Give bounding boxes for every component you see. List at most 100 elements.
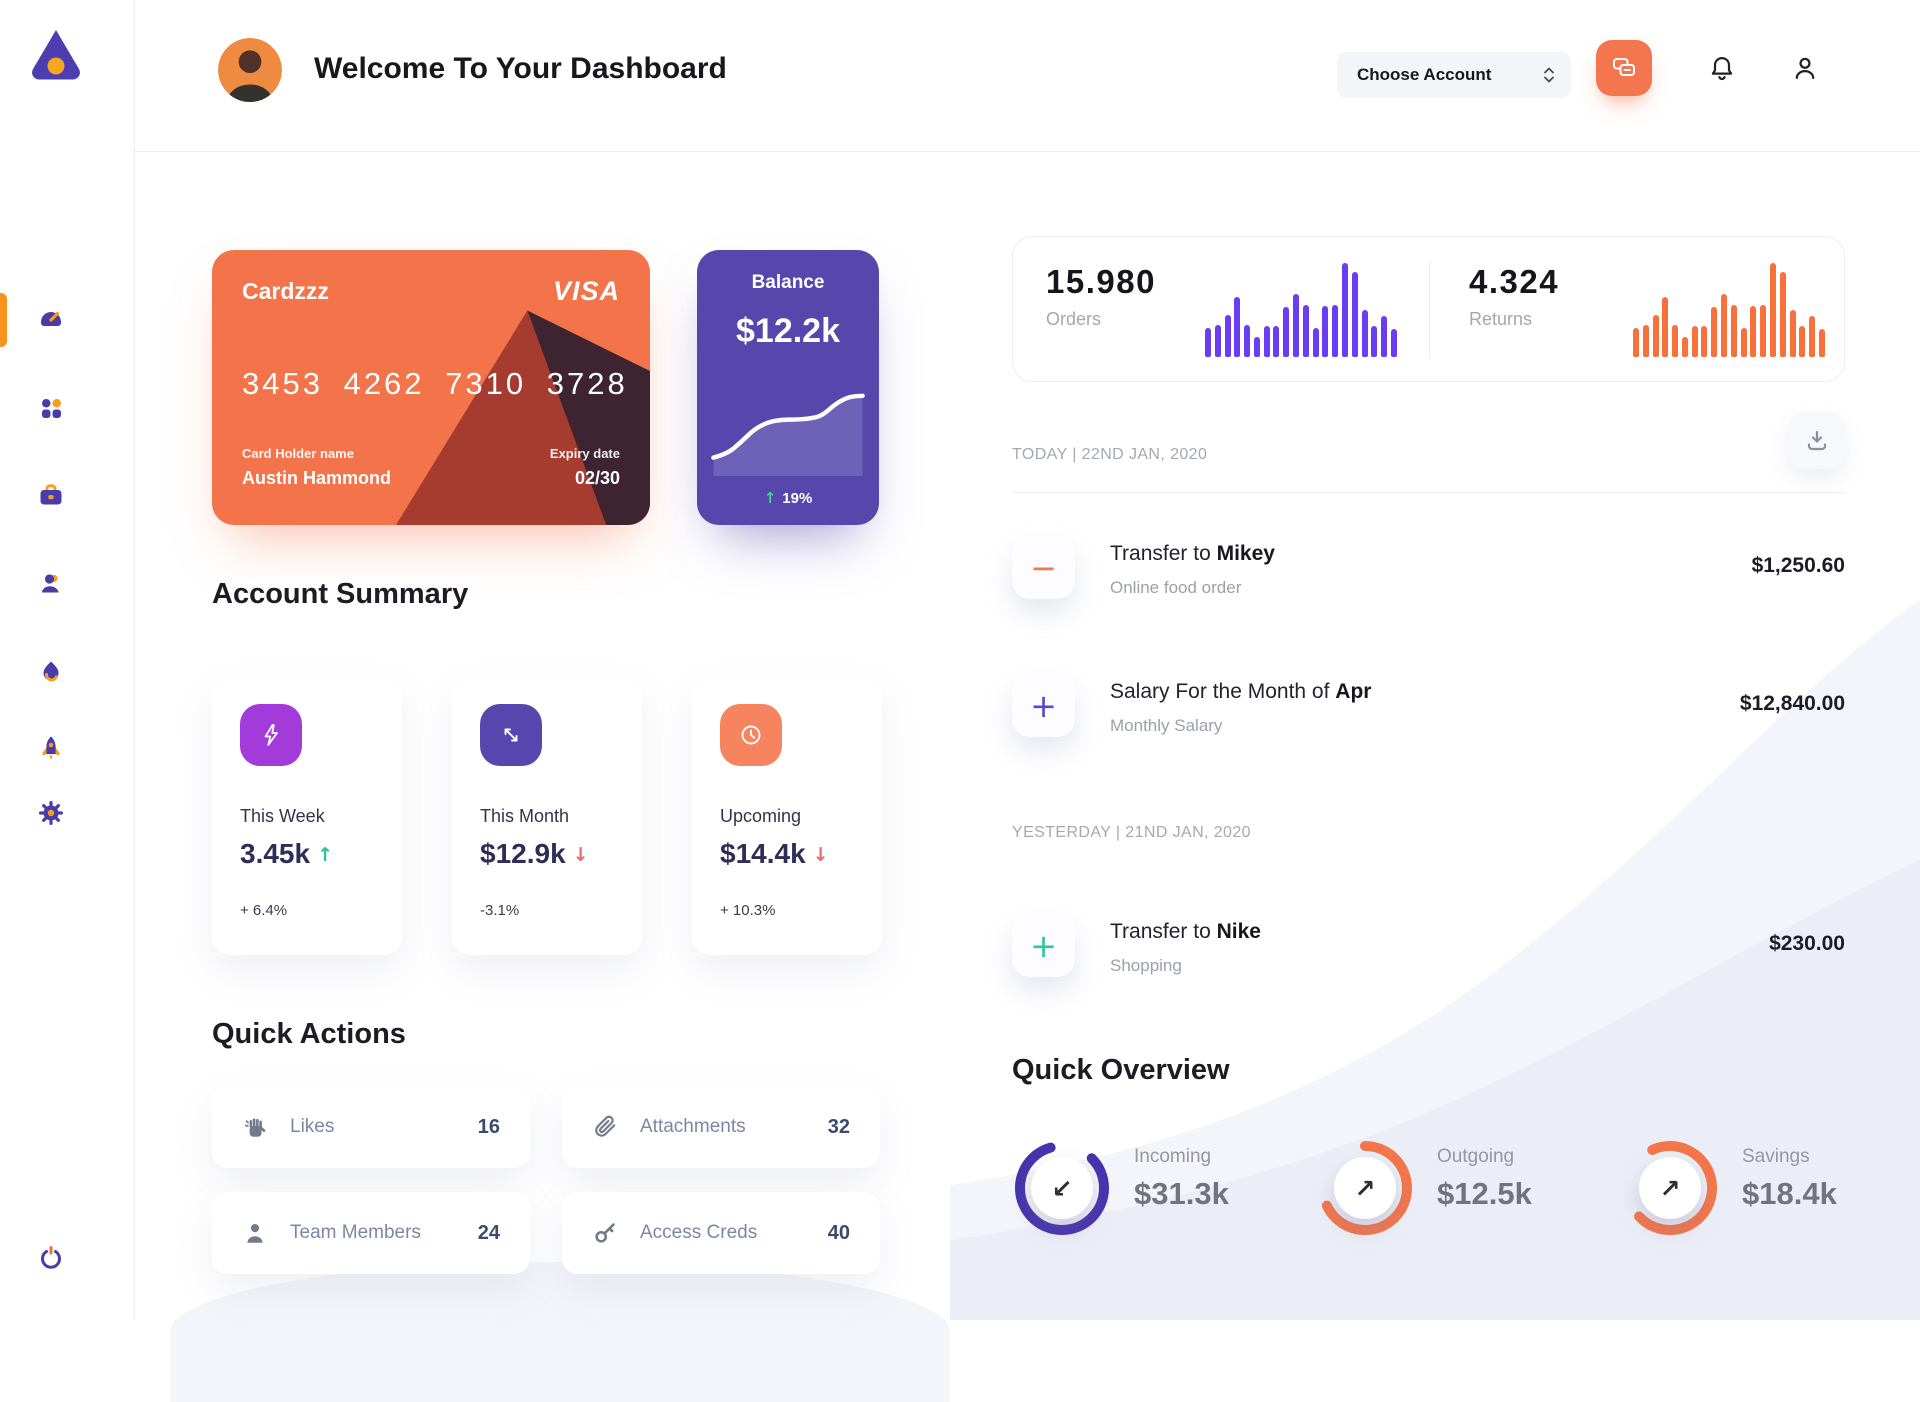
bell-icon (1711, 56, 1733, 81)
date-label-yesterday: YESTERDAY | 21ND JAN, 2020 (1012, 824, 1251, 841)
trend-down-icon: ↓ (812, 844, 829, 866)
chevron-updown-icon (1544, 67, 1554, 83)
person-icon (1795, 57, 1815, 80)
transaction-amount: $1,250.60 (1751, 554, 1845, 577)
quick-action-count: 40 (827, 1221, 850, 1244)
outgoing-label: Outgoing (1437, 1146, 1515, 1167)
account-select[interactable]: Choose Account (1337, 52, 1571, 98)
quick-action-access-creds[interactable]: Access Creds 40 (562, 1192, 880, 1274)
sidebar-item-team[interactable] (29, 562, 73, 606)
transaction-title: Transfer to Nike (1110, 920, 1261, 943)
summary-value: $12.9k ↓ (480, 838, 589, 869)
balance-delta: ↑ 19% (763, 489, 813, 507)
user-icon (42, 574, 60, 593)
orders-bar-chart (1205, 263, 1397, 357)
returns-value: 4.324 (1469, 263, 1560, 300)
profile-button[interactable] (1783, 46, 1827, 90)
date-label-today: TODAY | 22ND JAN, 2020 (1012, 446, 1208, 463)
quick-action-likes[interactable]: Likes 16 (212, 1086, 530, 1168)
summary-card-this-week: This Week 3.45k ↑ + 6.4% (212, 678, 402, 955)
avatar[interactable] (218, 38, 282, 102)
paperclip-icon (595, 1115, 616, 1137)
gauge-icon (41, 311, 61, 326)
plus-icon: + (1012, 674, 1075, 737)
sidebar-item-launch[interactable] (29, 726, 73, 770)
transaction-row-mikey[interactable]: − Transfer to Mikey Online food order $1… (1012, 536, 1845, 600)
logo-triangle-icon (32, 30, 80, 80)
summary-value: 3.45k ↑ (240, 838, 333, 869)
summary-label: Upcoming (720, 806, 802, 826)
download-icon (1807, 430, 1826, 450)
incoming-ring-center: ↙ (1031, 1157, 1093, 1219)
sidebar-item-dashboard[interactable] (29, 296, 73, 340)
transaction-subtitle: Monthly Salary (1110, 716, 1223, 735)
avatar-photo (218, 38, 282, 102)
quick-action-label: Team Members (290, 1222, 421, 1243)
quick-action-label: Attachments (640, 1116, 746, 1137)
savings-value: $18.4k (1742, 1176, 1837, 1211)
page-title: Welcome To Your Dashboard (314, 52, 727, 85)
summary-delta: + 6.4% (240, 902, 288, 919)
summary-label: This Week (240, 806, 325, 826)
balance-title: Balance (751, 272, 825, 293)
flame-icon (43, 661, 59, 682)
active-nav-indicator (0, 293, 7, 347)
transaction-title: Salary For the Month of Apr (1110, 680, 1372, 703)
background-wave-left (170, 1262, 950, 1402)
summary-value: $14.4k ↓ (720, 838, 829, 869)
credit-card: Cardzzz VISA 3453 4262 7310 3728 Card Ho… (212, 250, 650, 525)
outgoing-ring-center: ↗ (1334, 1157, 1396, 1219)
transaction-amount: $230.00 (1769, 932, 1845, 955)
app-logo[interactable] (24, 24, 88, 88)
minus-icon: − (1012, 536, 1075, 599)
orders-label: Orders (1046, 309, 1102, 329)
quick-action-label: Likes (290, 1116, 335, 1137)
sidebar-item-settings[interactable] (29, 791, 73, 835)
rocket-icon (42, 736, 60, 760)
incoming-value: $31.3k (1134, 1176, 1229, 1211)
power-icon (41, 1246, 61, 1269)
sidebar-item-apps[interactable] (29, 386, 73, 430)
member-icon (247, 1224, 263, 1243)
summary-delta: -3.1% (480, 902, 520, 919)
incoming-label: Incoming (1134, 1146, 1212, 1167)
apps-grid-icon (42, 399, 61, 418)
quick-action-count: 24 (477, 1221, 500, 1244)
lightning-icon (240, 704, 302, 766)
orders-value: 15.980 (1046, 263, 1156, 300)
logout-button[interactable] (29, 1236, 73, 1280)
transaction-subtitle: Online food order (1110, 578, 1242, 597)
transaction-subtitle: Shopping (1110, 956, 1182, 975)
quick-action-team-members[interactable]: Team Members 24 (212, 1192, 530, 1274)
card-expiry: 02/30 (574, 468, 620, 488)
sidebar-item-work[interactable] (29, 474, 73, 518)
balance-card: Balance $12.2k ↑ 19% (697, 250, 879, 525)
plus-icon: + (1012, 914, 1075, 977)
quick-action-label: Access Creds (640, 1222, 758, 1243)
transaction-amount: $12,840.00 (1739, 692, 1845, 715)
quick-actions-title: Quick Actions (212, 1018, 406, 1050)
sidebar-item-activity[interactable] (29, 650, 73, 694)
key-icon (595, 1223, 615, 1243)
messages-button[interactable] (1596, 40, 1652, 96)
quick-action-attachments[interactable]: Attachments 32 (562, 1086, 880, 1168)
hand-icon (244, 1118, 266, 1137)
summary-card-this-month: This Month $12.9k ↓ -3.1% (452, 678, 642, 955)
transaction-row-salary[interactable]: + Salary For the Month of Apr Monthly Sa… (1012, 674, 1845, 738)
returns-bar-chart (1633, 263, 1825, 357)
summary-label: This Month (480, 806, 570, 826)
divider (1429, 261, 1430, 359)
balance-value: $12.2k (736, 312, 840, 350)
download-button[interactable] (1788, 412, 1845, 469)
card-expiry-label: Expiry date (549, 446, 620, 461)
transaction-row-nike[interactable]: + Transfer to Nike Shopping $230.00 (1012, 914, 1845, 978)
summary-card-upcoming: Upcoming $14.4k ↓ + 10.3% (692, 678, 882, 955)
trend-up-icon: ↑ (317, 844, 333, 866)
arrow-down-left-icon: ↙ (1051, 1173, 1073, 1203)
notifications-button[interactable] (1700, 46, 1744, 90)
briefcase-icon (40, 484, 62, 505)
visa-logo: VISA (552, 276, 620, 306)
account-summary-title: Account Summary (212, 578, 469, 610)
trend-arrows-icon (480, 704, 542, 766)
returns-label: Returns (1469, 309, 1533, 329)
